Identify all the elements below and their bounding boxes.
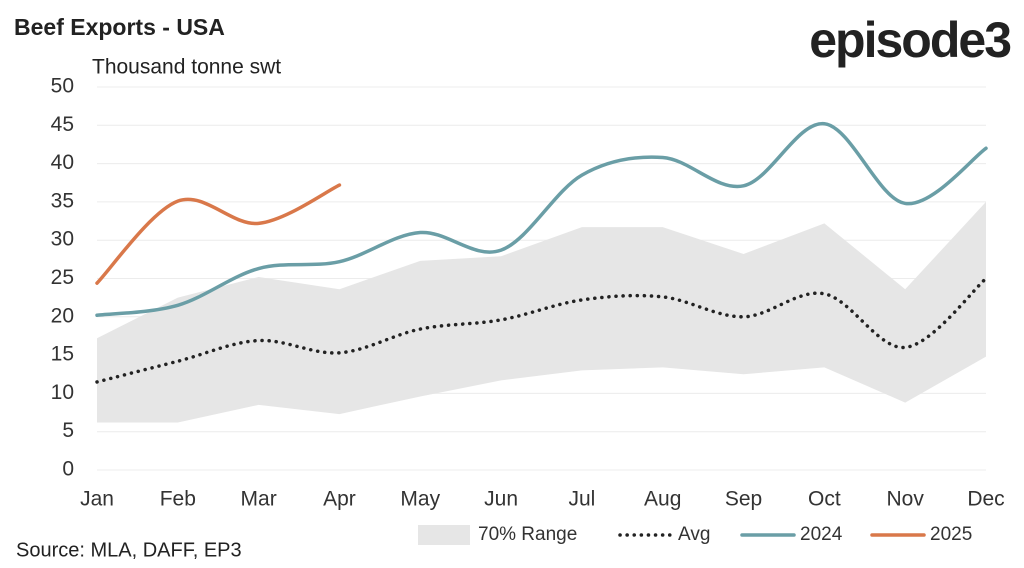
x-tick-label: May [400,488,440,511]
subtitle: Thousand tonne swt [92,56,281,79]
x-tick-label: Jan [80,488,114,511]
legend-label: 70% Range [478,524,577,545]
x-tick-label: Jun [484,488,518,511]
legend-label: 2025 [930,524,972,545]
logo: episode3 [809,12,1010,68]
legend-label: Avg [678,524,710,545]
chart-title: Beef Exports - USA [14,14,225,40]
x-tick-label: Jul [568,488,595,511]
range-band [97,201,986,423]
y-tick-label: 20 [51,304,74,327]
series-line [95,122,988,318]
y-tick-label: 0 [62,458,74,481]
x-tick-label: Oct [808,488,841,511]
y-tick-label: 15 [51,343,74,366]
y-tick-label: 30 [51,228,74,251]
x-tick-label: Aug [644,488,681,511]
legend-swatch [418,525,470,545]
x-tick-label: Nov [887,488,925,511]
y-tick-label: 40 [51,151,74,174]
x-tick-label: Apr [323,488,356,511]
series-line [95,183,342,285]
series-line [95,276,988,384]
x-tick-label: Mar [241,488,277,511]
y-tick-label: 45 [51,113,74,136]
y-tick-label: 35 [51,189,74,212]
source-note: Source: MLA, DAFF, EP3 [16,539,242,561]
legend-label: 2024 [800,524,843,545]
x-tick-label: Dec [967,488,1004,511]
y-tick-label: 25 [51,266,74,289]
y-tick-label: 50 [51,75,74,98]
x-tick-label: Feb [160,488,196,511]
y-tick-label: 10 [51,381,74,404]
y-tick-label: 5 [62,419,74,442]
x-tick-label: Sep [725,488,762,511]
